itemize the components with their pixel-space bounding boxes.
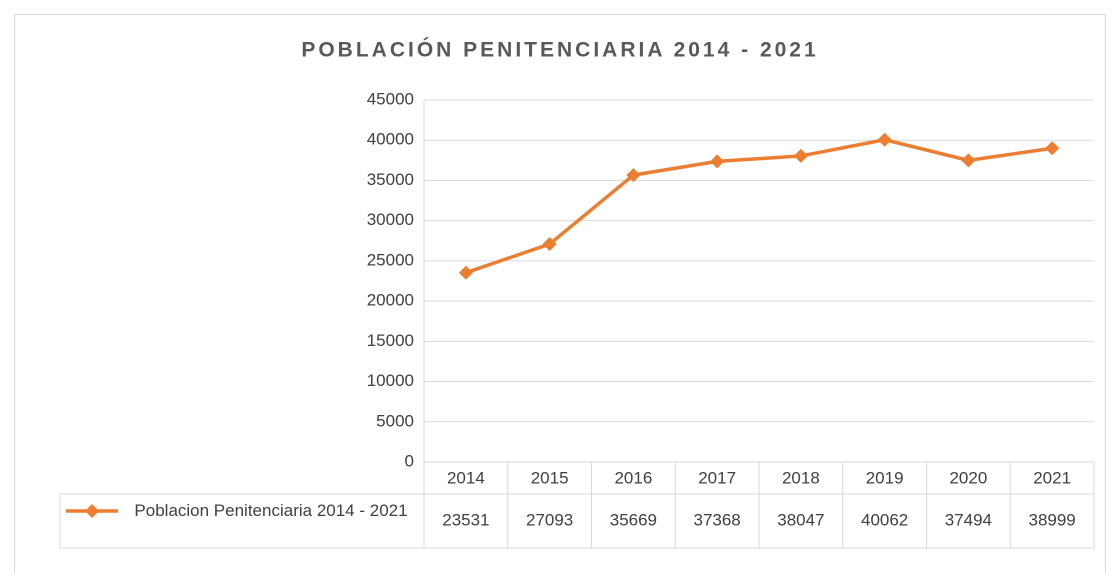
x-tick-label: 2015 [531,468,569,487]
marker [542,237,557,252]
y-tick-label: 45000 [367,89,414,108]
table-value: 23531 [442,510,489,529]
x-tick-label: 2019 [866,468,904,487]
legend-label: Poblacion Penitenciaria 2014 - 2021 [134,501,408,520]
y-tick-label: 0 [405,451,414,470]
marker [793,148,808,163]
table-value: 38047 [777,510,824,529]
x-tick-label: 2020 [949,468,987,487]
marker [961,153,976,168]
chart-border [14,14,1106,573]
y-tick-label: 25000 [367,250,414,269]
table-value: 27093 [526,510,573,529]
x-tick-label: 2014 [447,468,485,487]
marker [1045,141,1060,156]
x-tick-label: 2018 [782,468,820,487]
marker [458,265,473,280]
marker [626,168,641,183]
table-value: 38999 [1028,510,1075,529]
line [465,137,1053,275]
table-value: 37368 [693,510,740,529]
y-tick-label: 5000 [376,411,414,430]
y-tick-label: 15000 [367,331,414,350]
table-value: 37494 [945,510,992,529]
y-tick-label: 35000 [367,170,414,189]
marker [710,154,725,169]
y-tick-label: 20000 [367,291,414,310]
y-tick-label: 40000 [367,130,414,149]
table-value: 35669 [610,510,657,529]
table-value: 40062 [861,510,908,529]
y-tick-label: 10000 [367,371,414,390]
y-tick-label: 30000 [367,210,414,229]
x-tick-label: 2016 [614,468,652,487]
x-tick-label: 2021 [1033,468,1071,487]
marker [877,132,892,147]
x-tick-label: 2017 [698,468,736,487]
legend-marker [85,504,99,518]
chart-title: POBLACIÓN PENITENCIARIA 2014 - 2021 [301,38,818,62]
